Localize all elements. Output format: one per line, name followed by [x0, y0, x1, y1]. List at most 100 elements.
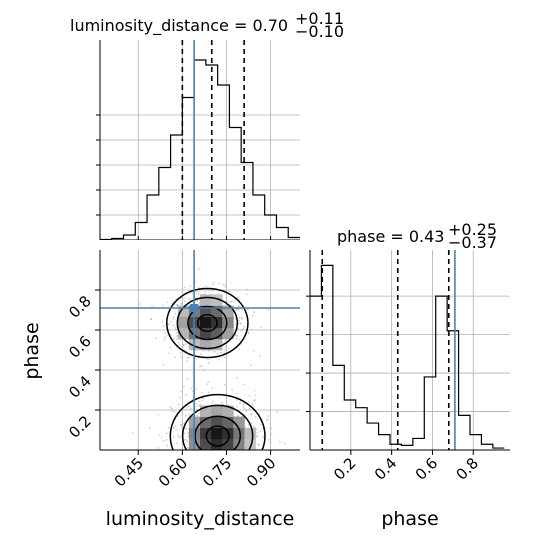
joint-sample-point [244, 425, 247, 428]
joint-sample-point [176, 335, 178, 337]
joint-sample-point [180, 390, 183, 393]
joint-sample-point [238, 339, 241, 341]
joint-sample-point [197, 404, 200, 407]
joint-sample-point [173, 324, 175, 327]
joint-sample-point [180, 423, 183, 426]
joint-sample-point [242, 383, 245, 386]
joint-sample-point [174, 424, 176, 427]
joint-sample-point [169, 346, 172, 349]
joint-sample-point [180, 424, 182, 426]
joint-sample-point [194, 357, 197, 360]
joint-sample-point [184, 414, 187, 417]
joint-sample-point [224, 346, 227, 349]
joint-sample-point [235, 398, 238, 401]
joint-sample-point [173, 411, 176, 413]
joint-sample-point [206, 383, 208, 386]
joint-sample-point [196, 299, 199, 302]
joint-sample-point [245, 288, 248, 291]
joint-density-cell [200, 305, 212, 317]
x-tick-label-phase: 0.2 [330, 454, 360, 484]
joint-density-cell [222, 316, 234, 329]
joint-sample-point [199, 352, 202, 355]
joint-sample-point [283, 443, 286, 445]
joint-sample-point [266, 419, 268, 422]
joint-sample-point [163, 338, 166, 341]
x-tick-label-phase: 0.8 [452, 454, 482, 484]
joint-density-cell [222, 327, 234, 340]
joint-density-cell [200, 416, 212, 429]
joint-sample-point [172, 427, 175, 430]
joint-sample-point [207, 358, 209, 361]
joint-sample-point [160, 436, 163, 439]
joint-sample-point [171, 410, 173, 413]
joint-density-cell [211, 416, 223, 429]
joint-density-cell [222, 305, 234, 317]
joint-sample-point [177, 403, 180, 406]
phase-title-main: phase = 0.43 [337, 227, 444, 246]
joint-sample-point [246, 293, 248, 296]
joint-sample-point [196, 414, 199, 417]
joint-sample-point [229, 300, 231, 303]
joint-sample-point [180, 355, 183, 358]
y-tick-label-phase: 0.8 [65, 292, 95, 322]
joint-panel [95, 240, 310, 510]
joint-sample-point [172, 436, 175, 439]
joint-sample-point [270, 433, 273, 436]
joint-sample-point [172, 426, 175, 429]
joint-sample-point [175, 304, 178, 307]
joint-contour-0-0 [196, 314, 218, 332]
joint-density-cell [177, 316, 190, 329]
joint-sample-point [198, 365, 201, 368]
joint-sample-point [234, 334, 237, 337]
joint-sample-point [243, 325, 245, 328]
joint-sample-point [187, 356, 190, 359]
joint-sample-point [232, 300, 235, 303]
joint-contour-0-1 [187, 305, 228, 341]
joint-sample-point [186, 446, 189, 449]
joint-sample-point [261, 427, 264, 430]
joint-sample-point [250, 328, 252, 331]
joint-density-cell [233, 438, 245, 451]
ylabel-phase: phase [21, 322, 43, 379]
phase-title-sup: +0.25 [448, 220, 497, 239]
joint-sample-point [179, 352, 182, 354]
joint-sample-point [236, 334, 239, 337]
joint-density-cell [200, 294, 212, 306]
joint-contour-0-2 [176, 296, 239, 350]
joint-sample-point [211, 402, 214, 405]
joint-sample-point [202, 350, 205, 352]
joint-sample-point [219, 351, 222, 354]
joint-sample-point [167, 323, 170, 326]
joint-sample-point [184, 432, 187, 435]
joint-sample-point [181, 426, 184, 429]
joint-sample-point [220, 351, 223, 354]
joint-sample-point [248, 395, 251, 397]
joint-sample-point [197, 293, 200, 296]
joint-sample-point [185, 408, 188, 411]
joint-density-cell [222, 438, 234, 451]
joint-sample-point [224, 285, 227, 288]
joint-sample-point [257, 443, 259, 446]
joint-sample-point [253, 311, 256, 313]
joint-sample-point [175, 332, 178, 334]
y-tick-label-phase: 0.2 [65, 412, 95, 442]
joint-sample-point [238, 319, 240, 322]
joint-sample-point [204, 291, 207, 293]
joint-sample-point [211, 387, 214, 390]
joint-sample-point [174, 356, 176, 359]
joint-sample-point [242, 404, 245, 406]
joint-sample-point [223, 384, 226, 386]
joint-sample-point [240, 329, 243, 331]
joint-sample-point [202, 369, 205, 371]
joint-sample-point [182, 343, 185, 346]
joint-sample-point [185, 393, 188, 396]
joint-density-cell [222, 405, 234, 417]
joint-sample-point [158, 434, 161, 437]
joint-sample-point [167, 426, 170, 429]
joint-density-cell [211, 338, 223, 351]
joint-sample-point [188, 405, 191, 407]
joint-density-cell [177, 305, 190, 317]
joint-sample-point [131, 431, 134, 434]
joint-sample-point [241, 318, 244, 320]
joint-sample-point [262, 436, 265, 439]
